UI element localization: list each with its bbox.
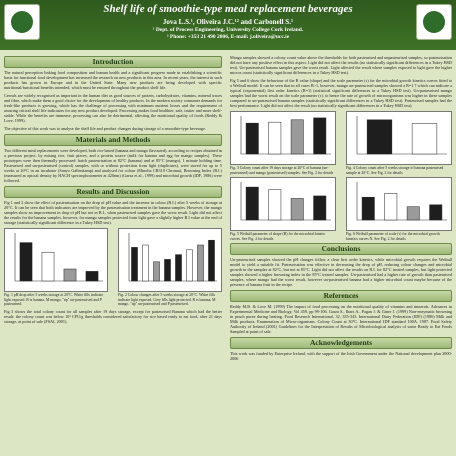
fig2-bar: [197, 244, 204, 282]
figure-2-chart: [128, 233, 217, 282]
figure-3: Fig. 3 Colony count after 19 days storag…: [230, 111, 336, 175]
figure-6-caption: Fig. 6 Weibull parameter of scale (τ) fo…: [346, 232, 440, 241]
fig2-bar: [164, 259, 171, 282]
figure-2: Fig. 2 Colour changes after 5 weeks stor…: [118, 228, 222, 307]
fig4-bar: [366, 119, 393, 155]
results-paragraph-2: Fig 3 shows the total colony count for a…: [4, 308, 222, 324]
fig6-bar: [429, 204, 443, 221]
poster-contact: ² Phone: +353 21 490 2806, E-mail: j.oli…: [166, 34, 290, 40]
fig1-bar: [85, 271, 99, 282]
section-materials: Materials and Methods: [4, 134, 222, 146]
poster-affiliation: ¹ Dept. of Process Engineering, Universi…: [152, 27, 304, 33]
fig6-bar: [406, 206, 420, 221]
university-logo-icon: [4, 4, 40, 40]
fig6-bar: [384, 193, 398, 221]
figure-6: Fig. 6 Weibull parameter of scale (τ) fo…: [346, 177, 452, 241]
figure-row-3: Fig. 5 Weibull parameter of shape (B) fo…: [230, 177, 452, 241]
acknowledgements-paragraph: This work was funded by Enterprise Irela…: [230, 351, 452, 361]
enterprise-logo-icon: [416, 4, 452, 40]
section-conclusions: Conclusions: [230, 243, 452, 255]
figure-4: Fig. 4 Colony count after 5 weeks storag…: [346, 111, 452, 175]
fig2-bar: [131, 247, 138, 282]
figure-5-chart: [240, 182, 331, 221]
fig4-bar: [411, 123, 438, 155]
poster-authors: Jova L.S.¹, Oliveira J.C.¹² and Carbonel…: [162, 18, 294, 26]
fig2-bar: [175, 254, 182, 282]
fig5-bar: [268, 189, 282, 221]
references-paragraph: Reddy M.B. & Love M. (1999) The impact o…: [230, 304, 452, 334]
section-results: Results and Discussion: [4, 186, 222, 198]
left-column: Introduction The natural perception link…: [4, 54, 222, 327]
methods-paragraph: Two different meal replacements were dev…: [4, 148, 222, 183]
fig5-bar: [245, 186, 259, 221]
fig2-bar: [142, 244, 149, 282]
fig2-bar: [208, 239, 215, 282]
results-paragraph-3: Mango samples showed a colony count valu…: [230, 55, 452, 75]
fig1-bar: [63, 268, 77, 282]
fig3-bar: [268, 121, 282, 155]
figure-4-chart: [356, 116, 447, 155]
figure-1-chart: [14, 233, 103, 282]
fig3-bar: [313, 117, 327, 155]
fig3-bar: [290, 119, 304, 155]
fig2-bar: [186, 249, 193, 282]
fig5-bar: [313, 195, 327, 221]
figure-3-caption: Fig. 3 Colony count after 19 days storag…: [230, 166, 334, 175]
figure-6-chart: [356, 182, 447, 221]
figure-5: Fig. 5 Weibull parameter of shape (B) fo…: [230, 177, 336, 241]
results-paragraph-1: Fig 1 and 2 show the effect of pasteuris…: [4, 200, 222, 225]
conclusions-paragraph: Un-pasteurised samples showed the pH cha…: [230, 257, 452, 287]
fig2-bar: [153, 261, 160, 282]
intro-paragraph-2: Cereals are widely recognised as importa…: [4, 93, 222, 123]
fig3-bar: [245, 122, 259, 155]
right-column: Mango samples showed a colony count valu…: [230, 54, 452, 364]
fig1-bar: [19, 242, 33, 282]
figure-4-caption: Fig. 4 Colony count after 5 weeks storag…: [346, 166, 444, 175]
section-introduction: Introduction: [4, 56, 222, 68]
poster-title: Shelf life of smoothie-type meal replace…: [103, 3, 353, 15]
poster-header: Shelf life of smoothie-type meal replace…: [0, 0, 456, 50]
figure-3-chart: [240, 116, 331, 155]
results-paragraph-4: Fig 5 and 6 show the behaviour of the B …: [230, 78, 452, 108]
section-references: References: [230, 290, 452, 302]
intro-paragraph-1: The natural perception linking food comp…: [4, 70, 222, 90]
figure-5-caption: Fig. 5 Weibull parameter of shape (B) fo…: [230, 232, 326, 241]
fig6-bar: [361, 196, 375, 221]
intro-paragraph-3: The objective of this work was to analys…: [4, 126, 206, 131]
figure-1-caption: Fig. 1 pH drop after 5 weeks storage at …: [4, 293, 103, 306]
figure-row-2: Fig. 3 Colony count after 19 days storag…: [230, 111, 452, 175]
figure-2-caption: Fig. 2 Colour changes after 5 weeks stor…: [118, 293, 216, 306]
figure-1: Fig. 1 pH drop after 5 weeks storage at …: [4, 228, 108, 307]
fig1-bar: [41, 251, 55, 282]
figure-row-1: Fig. 1 pH drop after 5 weeks storage at …: [4, 228, 222, 307]
fig2-axes: [128, 233, 217, 282]
section-acknowledgements: Acknowledgements: [230, 337, 452, 349]
fig5-bar: [290, 198, 304, 221]
